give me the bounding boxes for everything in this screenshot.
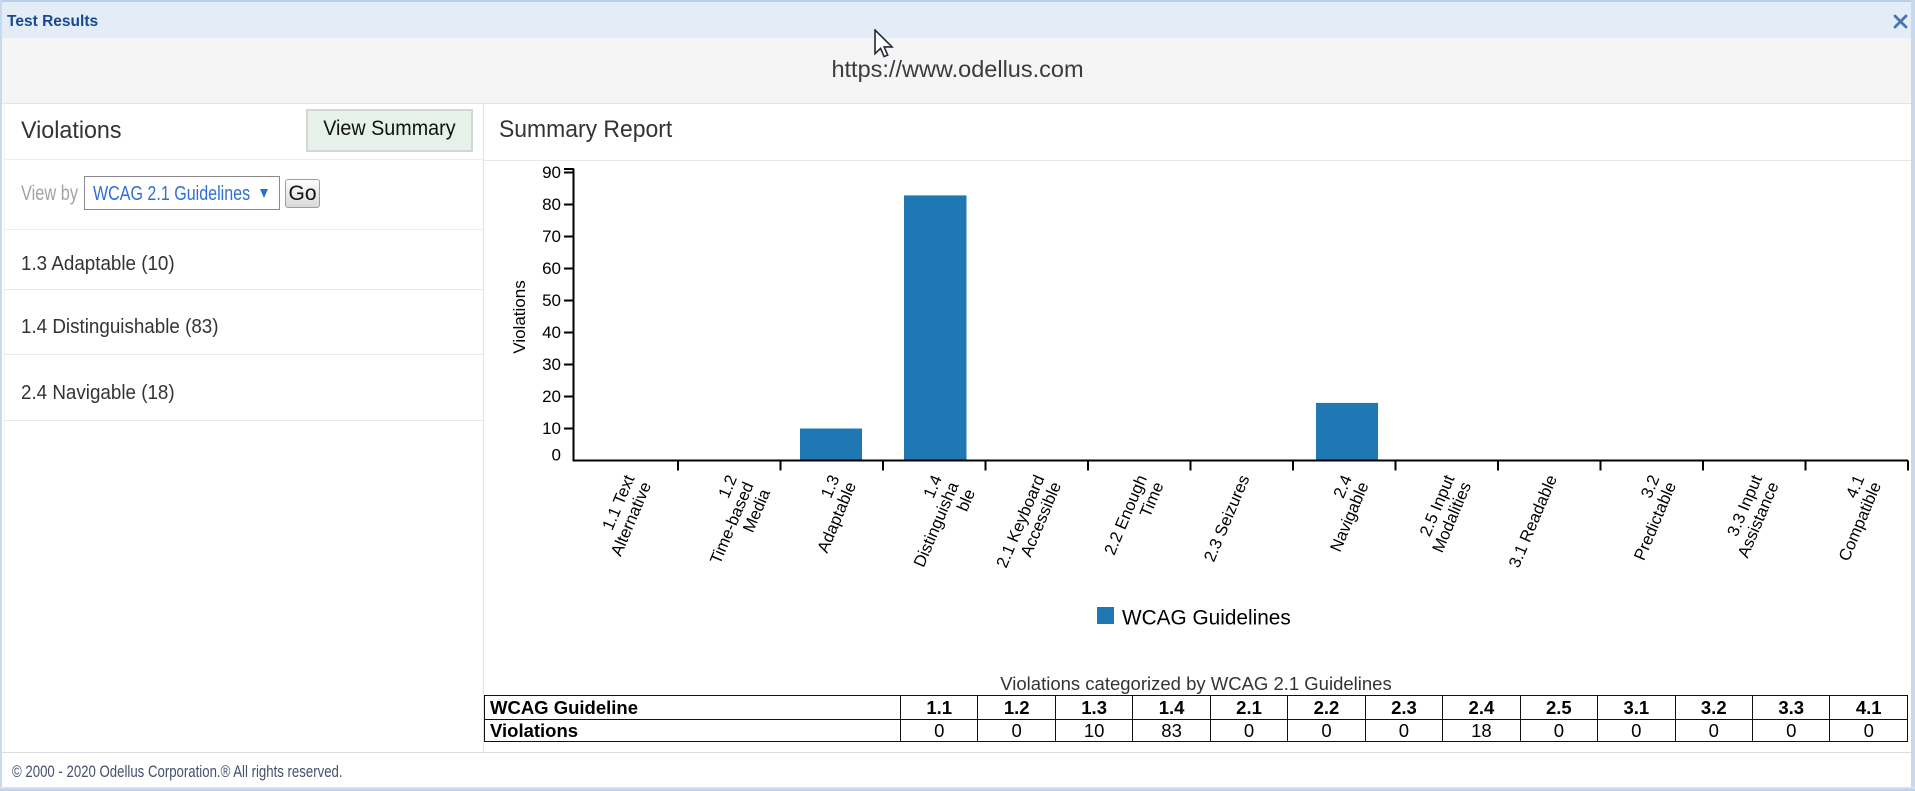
svg-text:60: 60 — [542, 259, 561, 278]
svg-text:90: 90 — [542, 163, 561, 182]
svg-text:0: 0 — [552, 446, 561, 465]
svg-text:80: 80 — [542, 195, 561, 214]
svg-text:2.3 Seizures: 2.3 Seizures — [1200, 472, 1254, 564]
svg-text:20: 20 — [542, 387, 561, 406]
svg-text:50: 50 — [542, 291, 561, 310]
svg-text:WCAG Guidelines: WCAG Guidelines — [1122, 607, 1291, 630]
svg-text:10: 10 — [542, 419, 561, 438]
svg-text:70: 70 — [542, 227, 561, 246]
svg-text:30: 30 — [542, 355, 561, 374]
svg-text:3.1 Readable: 3.1 Readable — [1505, 472, 1561, 570]
svg-text:40: 40 — [542, 323, 561, 342]
svg-text:Violations: Violations — [510, 280, 529, 353]
